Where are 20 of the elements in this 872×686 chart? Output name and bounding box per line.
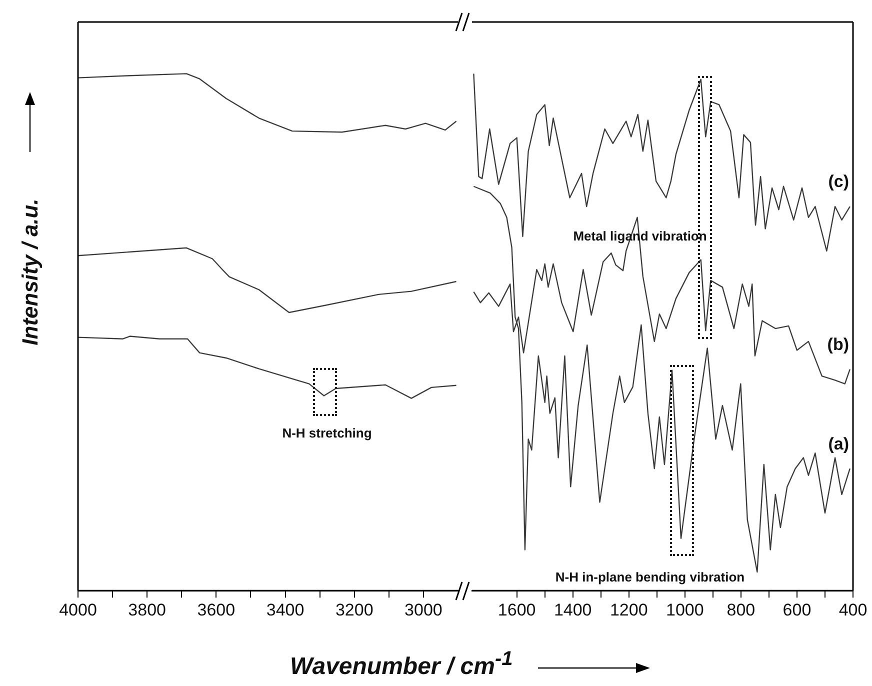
x-axis-title: Wavenumber / cm$^{-1}$ — [290, 648, 513, 681]
series-label: (b) — [827, 335, 849, 354]
x-tick-label: 1400 — [554, 600, 592, 620]
series-label: (a) — [828, 434, 849, 454]
annotation: N-H in-plane bending vibration — [555, 570, 745, 585]
y-axis-title: Intensity / a.u. — [16, 198, 43, 346]
x-tick-label: 800 — [726, 600, 756, 620]
x-tick-label: 1200 — [610, 600, 648, 620]
x-tick-label: 1000 — [666, 600, 704, 620]
x-tick-label: 3800 — [128, 600, 166, 620]
x-tick-label: 4000 — [59, 600, 97, 620]
x-tick-label: 400 — [838, 600, 868, 620]
series-label: (c) — [828, 172, 849, 192]
x-tick-label: 600 — [782, 600, 812, 620]
x-tick-label: 3200 — [335, 600, 374, 620]
x-tick-label: 3400 — [266, 600, 304, 620]
x-tick-label: 1600 — [498, 600, 536, 620]
x-tick-label: 3000 — [404, 600, 442, 620]
annotation: N-H stretching — [282, 426, 372, 441]
x-tick-label: 3600 — [197, 600, 236, 620]
